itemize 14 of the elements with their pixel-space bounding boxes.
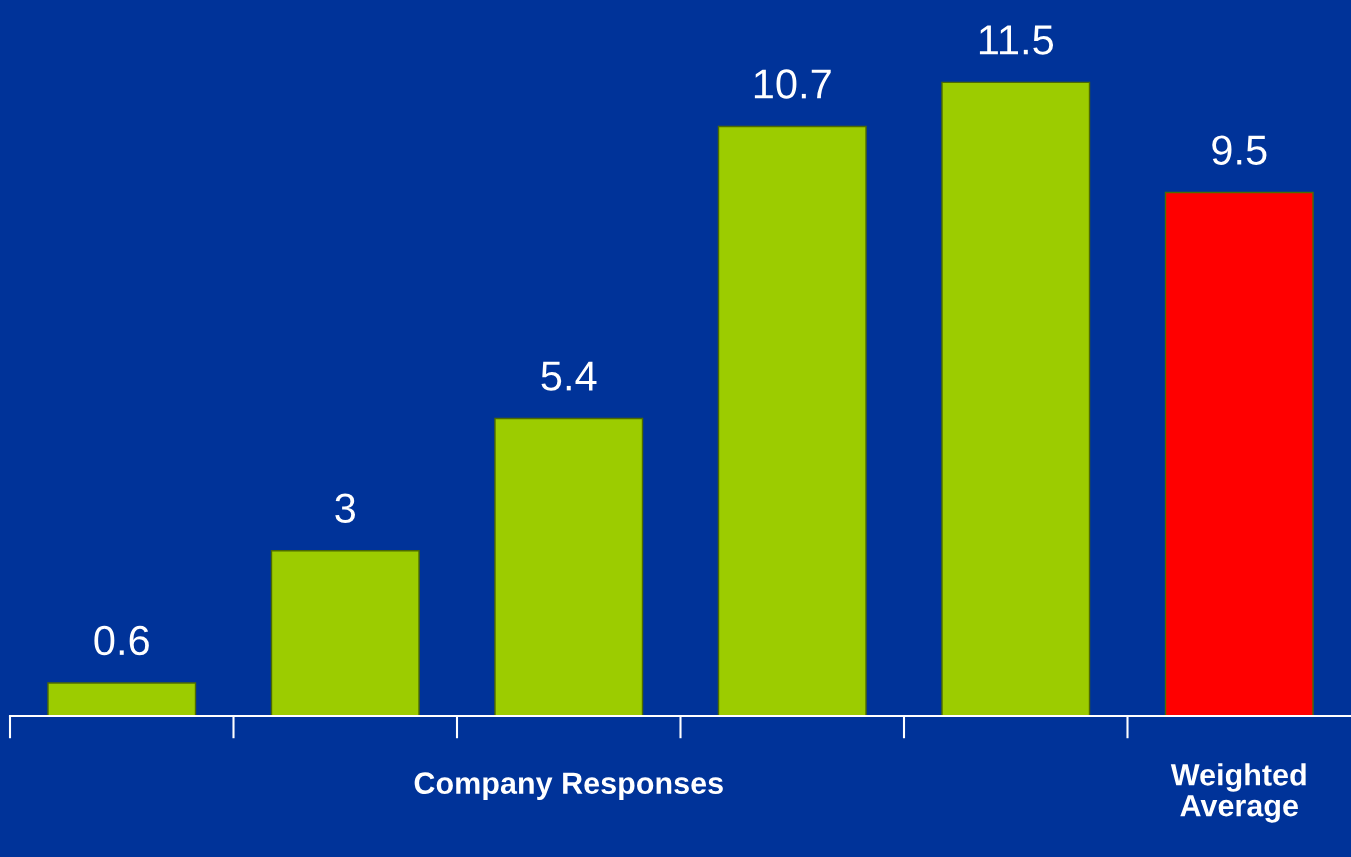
bar: [1164, 191, 1314, 716]
x-tick-label: Weighted Average: [1170, 763, 1306, 823]
data-label: 0.6: [94, 625, 149, 656]
data-label: 10.7: [754, 69, 831, 99]
bar: [941, 81, 1091, 716]
text: Company Responses: [414, 772, 723, 801]
data-label: 5.4: [541, 361, 597, 391]
data-label: 9.5: [1212, 135, 1267, 165]
bar: [270, 550, 420, 716]
data-label: 11.5: [979, 25, 1054, 55]
bar: [494, 417, 644, 716]
bar: [47, 682, 197, 716]
bar: [717, 125, 867, 716]
data-label: 3: [335, 493, 356, 524]
